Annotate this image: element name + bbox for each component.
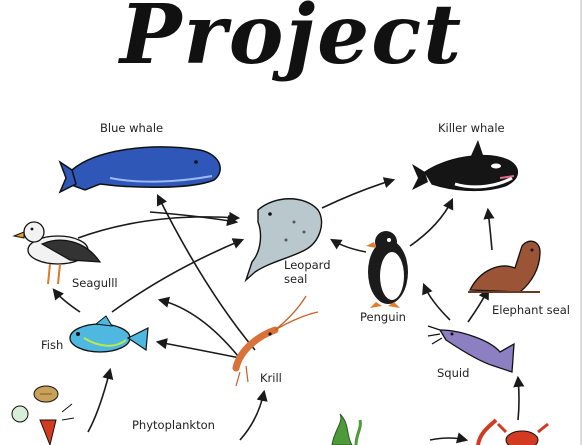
killer-whale-illustration [412,140,518,192]
krill-illustration [232,295,319,387]
crab-illustration [476,418,549,445]
label-killer-whale: Killer whale [438,121,505,135]
label-penguin: Penguin [360,310,406,324]
label-leopard-seal-line2: seal [284,272,308,286]
arrow-phytoplankton-to-fish [87,367,114,433]
arrow-penguin-to-killer-whale [409,197,454,247]
arrow-elephant-seal-to-killer-whale [483,207,495,251]
arrow-blue-whale-to-leopard-seal [149,211,239,227]
blue-whale-illustration [58,146,221,194]
label-elephant-seal: Elephant seal [492,303,570,317]
elephant-seal-illustration [468,240,541,293]
label-squid: Squid [437,366,470,380]
arrow-squid-to-penguin [422,282,451,321]
squid-illustration [427,325,515,373]
penguin-illustration [366,231,408,308]
arrow-squid-to-elephant-seal [467,288,490,323]
label-leopard-seal-line1: Leopard [284,258,331,272]
leopard-seal-illustration [244,198,323,283]
arrow-fish-to-seagull [52,288,81,313]
label-blue-whale: Blue whale [100,121,164,135]
label-fish: Fish [41,338,64,352]
arrow-leopard-seal-to-killer-whale [321,177,396,209]
label-seagull: Seagulll [72,276,118,290]
seagull-illustration [12,221,102,285]
arrow-fish-to-leopard-seal [111,238,245,313]
algae-illustration [331,413,362,445]
arrow-penguin-to-leopard-seal [330,238,367,253]
label-phytoplankton: Phytoplankton [132,418,215,432]
arrow-crab-to-squid [513,375,525,421]
label-krill: Krill [260,371,282,385]
phytoplankton-illustration [11,385,75,445]
arrows [52,177,525,444]
fish-illustration [69,315,149,353]
page-title: Project [119,0,464,83]
arrow-phytoplankton-to-krill [239,389,268,441]
arrow-krill-to-seagull-area [157,296,239,357]
arrow-krill-to-fish [155,338,241,359]
arrow-algae-to-crab [429,432,469,444]
arrow-seagull-to-leopard-seal [77,211,241,239]
